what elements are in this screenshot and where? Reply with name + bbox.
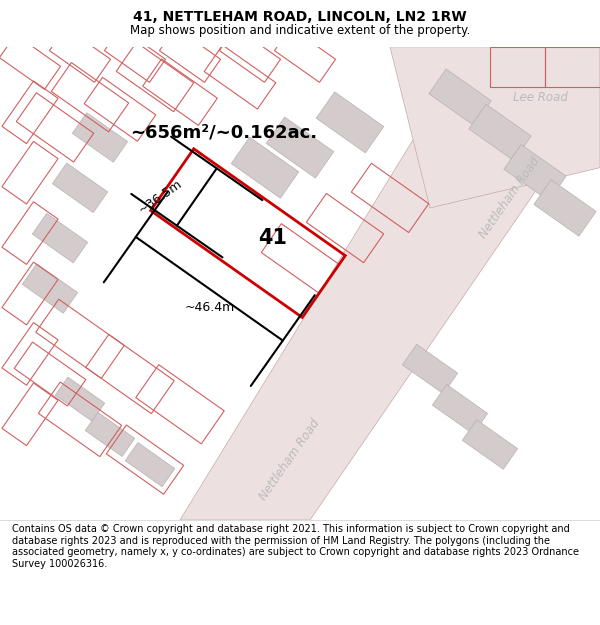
Polygon shape <box>73 112 128 162</box>
Polygon shape <box>504 144 566 201</box>
Text: Contains OS data © Crown copyright and database right 2021. This information is : Contains OS data © Crown copyright and d… <box>12 524 579 569</box>
Text: 41, NETTLEHAM ROAD, LINCOLN, LN2 1RW: 41, NETTLEHAM ROAD, LINCOLN, LN2 1RW <box>133 10 467 24</box>
Polygon shape <box>463 420 518 469</box>
Polygon shape <box>469 104 531 161</box>
Polygon shape <box>85 412 135 456</box>
Polygon shape <box>125 442 175 487</box>
Polygon shape <box>32 213 88 263</box>
Polygon shape <box>22 264 77 313</box>
Text: Map shows position and indicative extent of the property.: Map shows position and indicative extent… <box>130 24 470 36</box>
Polygon shape <box>316 92 384 153</box>
Polygon shape <box>266 117 334 178</box>
Polygon shape <box>534 180 596 236</box>
Text: Lee Road: Lee Road <box>512 91 568 104</box>
Text: ~36.5m: ~36.5m <box>136 177 185 217</box>
Polygon shape <box>55 377 105 421</box>
Text: Nettleham Road: Nettleham Road <box>477 155 543 241</box>
Polygon shape <box>231 137 299 198</box>
Text: ~656m²/~0.162ac.: ~656m²/~0.162ac. <box>130 124 317 141</box>
Polygon shape <box>180 47 600 520</box>
Polygon shape <box>429 69 491 126</box>
Text: 41: 41 <box>259 228 287 248</box>
Polygon shape <box>390 47 600 208</box>
Polygon shape <box>403 344 458 394</box>
Polygon shape <box>52 163 107 212</box>
Text: ~46.4m: ~46.4m <box>184 301 235 314</box>
Text: Nettleham Road: Nettleham Road <box>257 417 323 502</box>
Polygon shape <box>433 384 488 434</box>
